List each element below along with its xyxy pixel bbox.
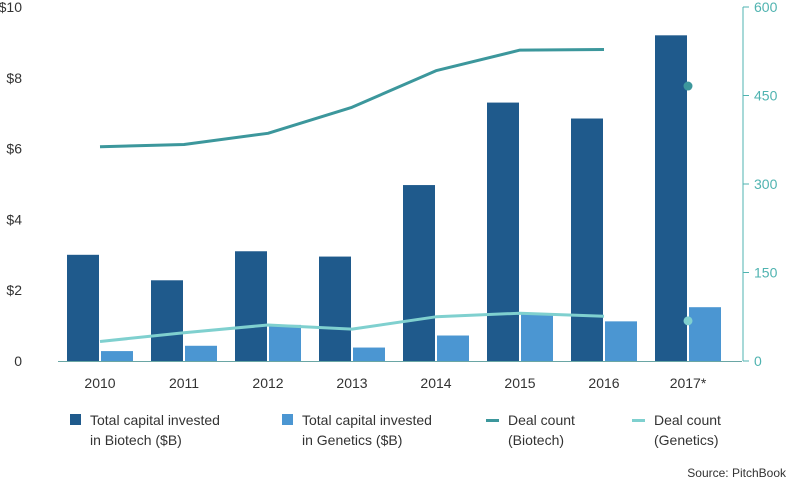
legend-label-biotech-capital-1: Total capital invested (90, 412, 220, 428)
legend-label-genetics-deals-1: Deal count (654, 412, 721, 428)
source-note: Source: PitchBook (687, 466, 786, 480)
legend-swatch-biotech-capital (70, 414, 81, 425)
left-tick-label-5: $10 (0, 0, 22, 15)
x-tick-label-2016: 2016 (588, 375, 619, 391)
x-tick-label-2011: 2011 (169, 375, 199, 391)
bar-total-capital-invested-in-biotech-b-2016 (571, 118, 603, 361)
legend-line-genetics-deals (632, 419, 645, 422)
legend-label-biotech-deals-2: (Biotech) (508, 432, 565, 448)
right-tick-label-3: 450 (754, 88, 778, 104)
lines (99, 48, 693, 343)
bar-total-capital-invested-in-biotech-b-2013 (319, 256, 351, 361)
bar-total-capital-invested-in-genetics-b-2016 (605, 321, 637, 361)
x-tick-label-2013: 2013 (336, 375, 367, 391)
bar-total-capital-invested-in-genetics-b-2014 (437, 335, 469, 361)
bar-total-capital-invested-in-genetics-b-2017 (689, 307, 721, 361)
x-tick-label-2015: 2015 (504, 375, 535, 391)
x-tick-label-2010: 2010 (84, 375, 115, 391)
left-tick-label-2: $4 (6, 211, 22, 227)
bar-total-capital-invested-in-genetics-b-2011 (185, 345, 217, 361)
legend-item-biotech-capital: Total capital invested in Biotech ($B) (70, 410, 240, 450)
line-deal-count-biotech (99, 48, 605, 149)
bars (58, 35, 742, 362)
bar-total-capital-invested-in-genetics-b-2010 (101, 351, 133, 361)
right-tick-label-0: 0 (754, 353, 762, 369)
right-tick-label-4: 600 (754, 0, 778, 15)
bar-total-capital-invested-in-biotech-b-2012 (235, 251, 267, 361)
right-tick-label-2: 300 (754, 176, 778, 192)
right-axis: 0 150 300 450 600 (742, 0, 778, 369)
bar-total-capital-invested-in-genetics-b-2013 (353, 347, 385, 361)
legend-item-genetics-deals: Deal count (Genetics) (632, 410, 764, 450)
legend: Total capital invested in Biotech ($B) T… (0, 410, 800, 454)
left-tick-label-1: $2 (6, 282, 22, 298)
legend-label-genetics-capital-2: in Genetics ($B) (302, 432, 403, 448)
marker-deal-count-biotech-2017 (683, 81, 693, 91)
bar-total-capital-invested-in-genetics-b-2015 (521, 313, 553, 361)
right-tick-label-1: 150 (754, 265, 778, 281)
legend-label-genetics-capital-1: Total capital invested (302, 412, 432, 428)
left-tick-label-0: 0 (14, 353, 22, 369)
x-tick-label-2014: 2014 (420, 375, 451, 391)
x-tick-label-2017: 2017* (670, 375, 707, 391)
bar-total-capital-invested-in-biotech-b-2017 (655, 35, 687, 361)
legend-label-biotech-deals-1: Deal count (508, 412, 575, 428)
legend-swatch-genetics-capital (282, 414, 293, 425)
x-tick-label-2012: 2012 (252, 375, 283, 391)
bar-total-capital-invested-in-biotech-b-2011 (151, 280, 183, 361)
left-axis-ticks: 0 $2 $4 $6 $8 $10 (0, 0, 22, 369)
legend-item-biotech-deals: Deal count (Biotech) (486, 410, 618, 450)
legend-line-biotech-deals (486, 419, 499, 422)
bar-total-capital-invested-in-biotech-b-2015 (487, 102, 519, 361)
bar-total-capital-invested-in-biotech-b-2014 (403, 185, 435, 361)
x-axis-ticks: 2010 2011 2012 2013 2014 2015 2016 2017* (84, 375, 706, 391)
legend-label-genetics-deals-2: (Genetics) (654, 432, 719, 448)
marker-deal-count-genetics-2017 (683, 316, 693, 326)
bar-total-capital-invested-in-genetics-b-2012 (269, 324, 301, 361)
legend-item-genetics-capital: Total capital invested in Genetics ($B) (282, 410, 452, 450)
line-deal-count-genetics (99, 311, 605, 343)
left-tick-label-3: $6 (6, 141, 22, 157)
left-tick-label-4: $8 (6, 70, 22, 86)
bar-total-capital-invested-in-biotech-b-2010 (67, 254, 99, 361)
legend-label-biotech-capital-2: in Biotech ($B) (90, 432, 182, 448)
